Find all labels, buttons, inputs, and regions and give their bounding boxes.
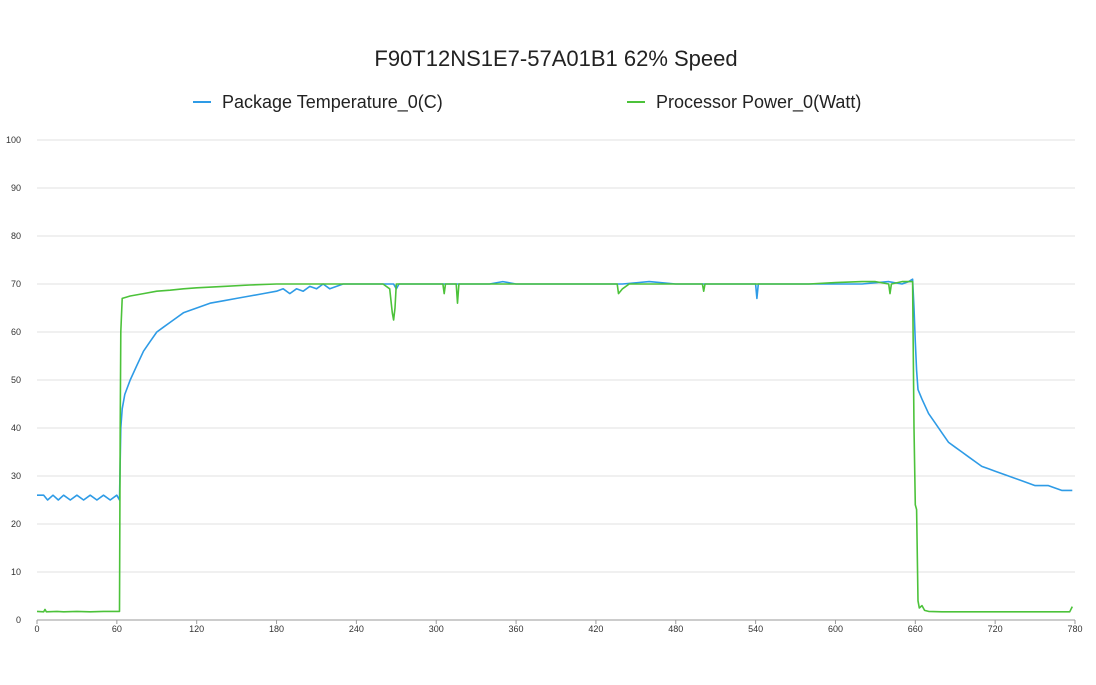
y-tick-label: 10 [11, 567, 21, 577]
y-tick-label: 30 [11, 471, 21, 481]
y-tick-label: 40 [11, 423, 21, 433]
y-tick-label: 50 [11, 375, 21, 385]
y-tick-label: 90 [11, 183, 21, 193]
x-tick-label: 600 [828, 624, 843, 634]
chart-title: F90T12NS1E7-57A01B1 62% Speed [374, 46, 737, 71]
legend: Package Temperature_0(C) Processor Power… [193, 92, 861, 113]
y-tick-label: 60 [11, 327, 21, 337]
x-axis-ticks: 0 60 120 180 240 300 360 420 480 540 600 660 720 780 [34, 620, 1083, 634]
x-tick-label: 60 [112, 624, 122, 634]
legend-label-temperature: Package Temperature_0(C) [222, 92, 443, 113]
gridlines [37, 139, 1075, 621]
x-tick-label: 780 [1067, 624, 1082, 634]
x-tick-label: 360 [509, 624, 524, 634]
y-tick-label: 80 [11, 231, 21, 241]
x-tick-label: 720 [988, 624, 1003, 634]
y-tick-label: 70 [11, 279, 21, 289]
plot-series [36, 278, 1074, 613]
legend-label-power: Processor Power_0(Watt) [656, 92, 861, 113]
x-tick-label: 240 [349, 624, 364, 634]
x-tick-label: 660 [908, 624, 923, 634]
series-line-temperature [37, 278, 1073, 501]
y-tick-label: 0 [16, 615, 21, 625]
x-tick-label: 180 [269, 624, 284, 634]
x-tick-label: 480 [668, 624, 683, 634]
y-tick-label: 100 [6, 135, 21, 145]
x-tick-label: 300 [429, 624, 444, 634]
y-axis-ticks: 0 10 20 30 40 50 60 70 80 90 100 [6, 135, 21, 625]
y-tick-label: 20 [11, 519, 21, 529]
x-tick-label: 120 [189, 624, 204, 634]
series-line-power [36, 280, 1074, 613]
x-tick-label: 0 [34, 624, 39, 634]
x-tick-label: 420 [588, 624, 603, 634]
x-tick-label: 540 [748, 624, 763, 634]
